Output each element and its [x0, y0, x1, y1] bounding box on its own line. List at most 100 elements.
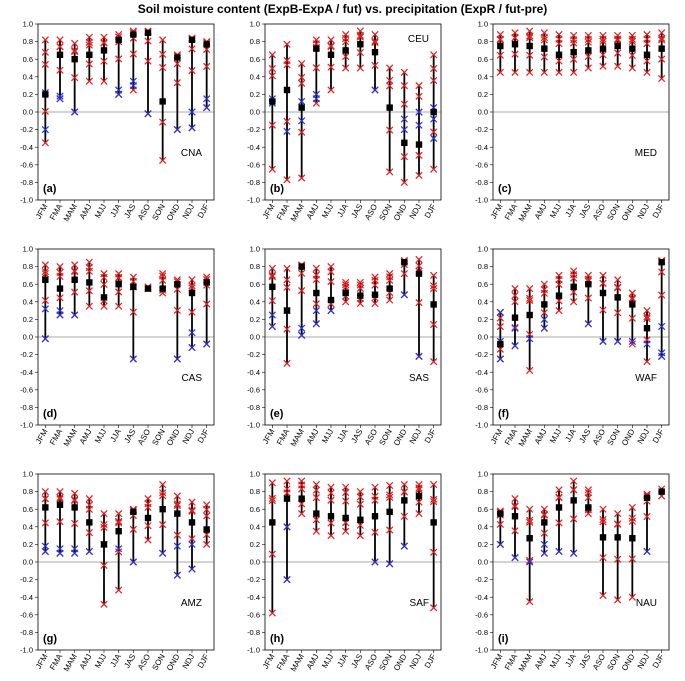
month-label: OND [620, 427, 637, 447]
month-label: SON [605, 427, 622, 447]
red-marker [283, 325, 291, 333]
red-marker [71, 261, 79, 269]
red-marker [115, 288, 123, 296]
mean-marker [269, 283, 276, 291]
y-tick-label: 0.2 [478, 90, 488, 99]
month-label: DJF [651, 427, 666, 444]
red-marker [658, 55, 666, 63]
red-marker [526, 32, 534, 40]
mean-marker [371, 513, 379, 520]
blue-marker [511, 553, 519, 562]
red-marker [283, 117, 291, 126]
mean-marker [599, 289, 607, 297]
red-marker [526, 516, 534, 524]
month-label: ASO [591, 203, 607, 222]
red-marker [496, 322, 504, 331]
month-label: OND [392, 427, 409, 447]
month-label: ASO [363, 203, 379, 222]
y-tick-label: 0.8 [23, 262, 33, 271]
blue-marker [41, 125, 49, 134]
red-marker [56, 43, 64, 51]
red-marker [628, 294, 636, 302]
red-marker [555, 35, 563, 43]
month-label: NDJ [636, 203, 652, 221]
blue-marker [268, 322, 276, 331]
month-label: NDJ [408, 428, 424, 446]
panel-letter: (i) [498, 633, 509, 645]
red-marker [371, 61, 379, 70]
red-marker [85, 60, 93, 68]
red-marker [312, 516, 320, 524]
y-tick-label: 1.0 [250, 20, 260, 29]
y-tick-label: -0.4 [20, 593, 33, 602]
red-marker [584, 294, 592, 302]
month-label: NDJ [181, 428, 197, 446]
month-label: OND [620, 652, 637, 672]
mean-marker [371, 48, 379, 56]
mean-marker [658, 488, 665, 495]
red-marker [400, 488, 408, 496]
red-marker [599, 505, 607, 513]
blue-marker [540, 315, 548, 324]
red-marker [400, 153, 408, 161]
month-label: AMJ [78, 203, 94, 221]
blue-marker [115, 86, 123, 94]
red-marker [342, 52, 350, 61]
mean-marker [401, 139, 408, 146]
red-marker [555, 57, 563, 65]
y-tick-label: 0.6 [478, 280, 488, 289]
red-marker [614, 283, 622, 291]
red-marker [356, 284, 364, 293]
month-label: JJA [108, 202, 123, 219]
mean-marker [188, 36, 196, 44]
month-label: MAM [289, 652, 306, 673]
y-tick-label: 0.2 [250, 90, 260, 99]
red-marker [41, 36, 49, 44]
y-tick-label: -1.0 [475, 196, 488, 205]
red-marker [115, 302, 123, 310]
red-marker [188, 276, 196, 284]
red-marker [555, 519, 563, 527]
y-tick-label: 0.6 [23, 55, 33, 64]
y-tick-label: -0.2 [475, 575, 488, 584]
mean-marker [511, 314, 519, 321]
y-tick-label: 0.6 [478, 505, 488, 514]
red-marker [159, 50, 167, 58]
red-marker [342, 497, 350, 505]
red-marker [643, 57, 651, 65]
red-marker [327, 268, 335, 276]
mean-marker [283, 307, 291, 314]
y-tick-label: 0.4 [478, 522, 488, 531]
month-label: JJA [335, 427, 350, 444]
panel-letter: (e) [270, 408, 284, 420]
region-label: CNA [181, 148, 202, 159]
red-marker [658, 34, 666, 42]
red-marker [342, 283, 350, 291]
blue-marker [540, 540, 548, 549]
red-marker [41, 107, 49, 115]
blue-marker [400, 542, 408, 550]
month-label: DJF [651, 202, 666, 219]
mean-marker [371, 291, 379, 298]
blue-marker [386, 560, 394, 568]
figure-title: Soil moisture content (ExpB-ExpA / fut) … [137, 2, 548, 16]
mean-marker [401, 497, 408, 504]
mean-marker [130, 283, 137, 291]
blue-marker [129, 77, 137, 85]
red-marker [628, 517, 636, 525]
blue-marker [643, 547, 651, 556]
mean-marker [144, 285, 152, 292]
red-marker [188, 308, 196, 316]
red-marker [268, 273, 276, 281]
red-marker [298, 59, 306, 68]
red-marker [371, 299, 379, 308]
red-marker [159, 118, 167, 126]
red-marker [327, 42, 335, 50]
red-marker [386, 296, 394, 304]
month-label: ASO [136, 428, 152, 447]
blue-marker [496, 308, 504, 316]
red-marker [430, 358, 438, 366]
red-marker [511, 291, 519, 300]
red-marker [115, 517, 123, 526]
red-marker [511, 50, 519, 58]
